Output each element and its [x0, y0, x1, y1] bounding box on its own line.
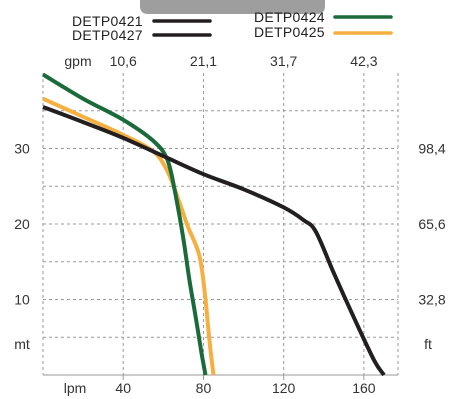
x-bottom-tick-label: 120: [272, 380, 296, 396]
x-top-tick-label: 10,6: [110, 53, 137, 69]
y-left-tick-label: 20: [14, 216, 30, 232]
tick-labels: gpm lpm mt ft 40 80 120 160 10,6 21,1 31,7 42,3…: [14, 53, 446, 396]
y-right-tick-label: 32,8: [418, 292, 445, 308]
x-bottom-tick-label: 80: [196, 380, 212, 396]
series-line-detp0425: [42, 96, 216, 376]
header-tab: [140, 0, 325, 14]
y-right-tick-label: 98,4: [418, 141, 445, 157]
y-right-unit-label: ft: [424, 336, 432, 352]
x-top-unit-label: gpm: [64, 53, 91, 69]
series-line-detp0424: [41, 72, 208, 376]
y-left-tick-label: 30: [14, 141, 30, 157]
y-left-unit-label: mt: [14, 336, 30, 352]
legend-label-detp0425: DETP0425: [254, 24, 325, 40]
y-left-tick-label: 10: [14, 292, 30, 308]
y-right-tick-label: 65,6: [418, 216, 445, 232]
x-top-tick-label: 42,3: [350, 53, 377, 69]
series-group: [41, 72, 386, 377]
x-bottom-unit-label: lpm: [64, 380, 87, 396]
grid: [43, 73, 398, 380]
x-top-tick-label: 31,7: [270, 53, 297, 69]
plot-frame: [42, 73, 399, 376]
series-line-detp0421: [42, 105, 386, 377]
legend: DETP0421 DETP0427 DETP0424 DETP0425: [72, 9, 393, 43]
x-bottom-tick-label: 40: [115, 380, 131, 396]
legend-label-detp0427: DETP0427: [72, 27, 143, 43]
legend-label-detp0424: DETP0424: [254, 9, 325, 25]
x-top-tick-label: 21,1: [190, 53, 217, 69]
x-bottom-tick-label: 160: [352, 380, 376, 396]
legend-label-detp0421: DETP0421: [72, 13, 143, 29]
